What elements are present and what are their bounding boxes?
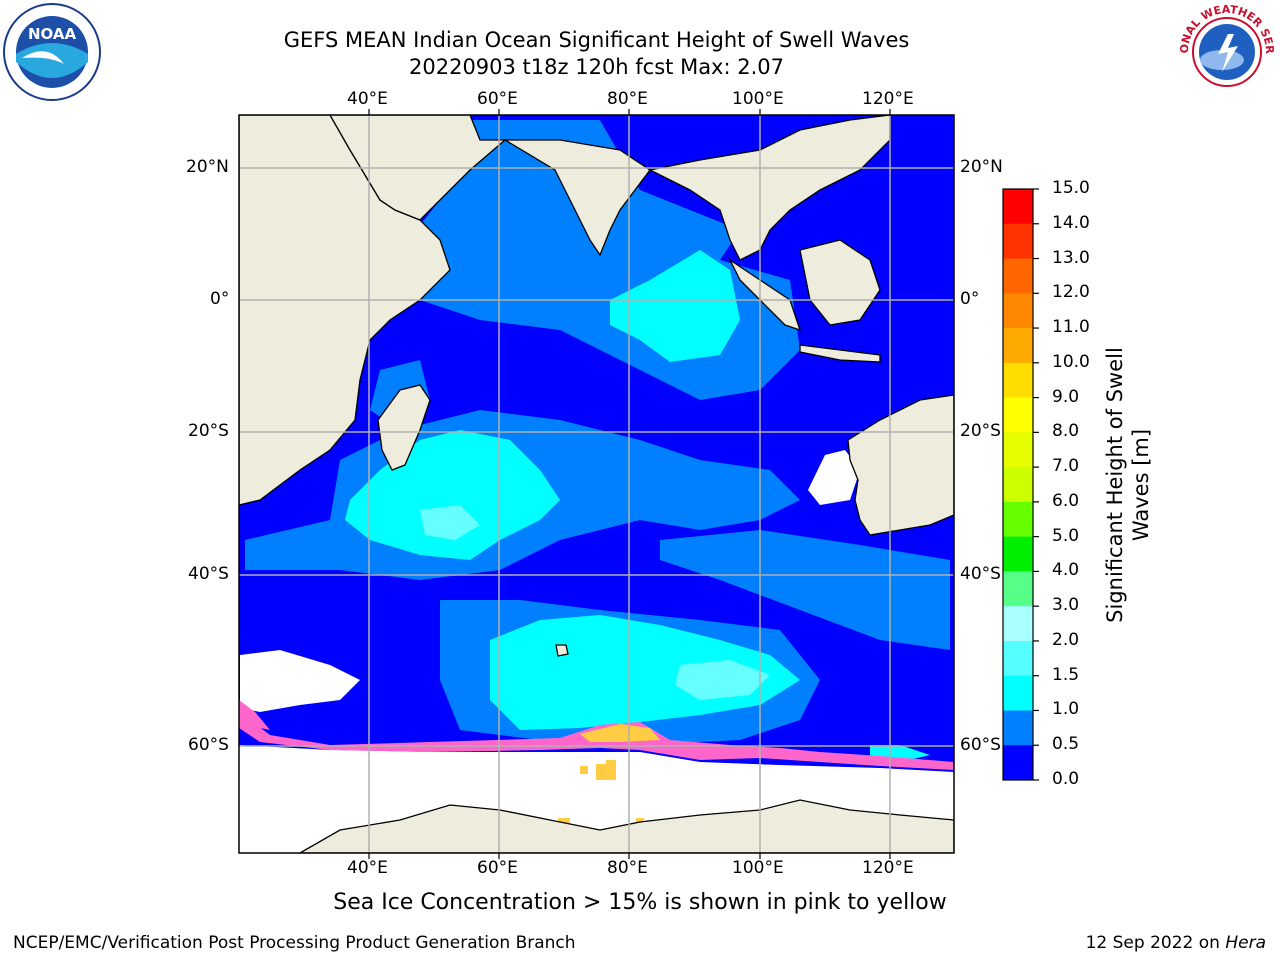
lat-label-left-40s: 40°S [188,564,229,584]
colorbar-tick-label: 13.0 [1052,247,1090,268]
noaa-logo-text: NOAA [28,25,77,43]
java [799,344,881,363]
lon-label-top-100: 100°E [732,89,784,109]
lon-label-top-120: 120°E [862,89,914,109]
se-asia [648,115,891,261]
colorbar-swatch [1003,293,1033,329]
missing-data [240,450,860,712]
colorbar-swatch [1003,745,1033,781]
colorbar-swatch [1003,258,1033,294]
antarctica [298,799,954,853]
colorbar-swatch [1003,571,1033,607]
colorbar-swatch [1003,467,1033,503]
lat-label-left-60s: 60°S [188,735,229,755]
colorbar-tick-label: 15.0 [1052,178,1090,198]
nws-logo: NATIONAL WEATHER SERVICE [1171,0,1278,102]
colorbar-tick-label: 1.5 [1052,664,1080,685]
colorbar-tick-label: 12.0 [1052,282,1090,303]
colorbar-title: Significant Height of Swell Waves [m] [1103,347,1153,623]
lon-label-bottom-60: 60°E [477,858,518,878]
date-text: 12 Sep 2022 on [1085,933,1220,953]
sea-ice-band [239,700,954,770]
colorbar-swatch [1003,362,1033,399]
colorbar-tick-label: 3.0 [1052,595,1080,616]
colorbar [1003,188,1039,781]
colorbar-tick-label: 0.0 [1052,769,1080,789]
swell-cyan-light [420,505,770,700]
colorbar-tick-label: 1.0 [1052,699,1080,720]
credit-line: NCEP/EMC/Verification Post Processing Pr… [13,933,576,953]
lat-label-right-60s: 60°S [960,735,1001,755]
noaa-logo: NOAA [2,2,102,102]
lon-label-bottom-120: 120°E [862,858,914,878]
lat-label-right-40s: 40°S [960,564,1001,584]
lat-label-right-20n: 20°N [960,157,1003,177]
date-line: 12 Sep 2022 on Hera [1086,933,1266,953]
borneo [799,239,881,326]
lat-label-left-0: 0° [210,289,230,309]
lon-label-bottom-40: 40°E [347,858,388,878]
colorbar-swatch [1003,223,1033,260]
lon-label-bottom-80: 80°E [607,858,648,878]
colorbar-swatch [1003,606,1033,642]
colorbar-tick-label: 6.0 [1052,490,1080,511]
colorbar-tick-label: 0.5 [1052,734,1080,755]
lat-label-right-0: 0° [960,289,980,309]
lon-label-top-80: 80°E [607,89,648,109]
map-ticks [368,109,891,859]
lat-label-right-20s: 20°S [960,421,1001,441]
colorbar-tick-label: 4.0 [1052,560,1080,581]
lat-label-left-20s: 20°S [188,421,229,441]
colorbar-frame [1002,188,1034,781]
colorbar-swatch [1003,432,1033,468]
sea-ice-note: Sea Ice Concentration > 15% is shown in … [333,890,947,915]
colorbar-swatch [1003,328,1033,364]
colorbar-swatch [1003,189,1033,225]
chart-title: GEFS MEAN Indian Ocean Significant Heigh… [283,28,910,52]
map-frame [238,114,955,854]
colorbar-tick-label: 11.0 [1052,317,1090,338]
kerguelen [555,644,569,657]
machine-name: Hera [1225,933,1266,953]
colorbar-tick-label: 2.0 [1052,629,1080,650]
lat-label-left-20n: 20°N [186,157,229,177]
colorbar-swatch [1003,397,1033,433]
chart-subtitle: 20220903 t18z 120h fcst Max: 2.07 [409,55,784,79]
lon-label-top-60: 60°E [477,89,518,109]
colorbar-tick-label: 14.0 [1052,212,1090,233]
map-gridlines [239,115,954,853]
colorbar-tick-label: 5.0 [1052,525,1080,546]
lon-label-top-40: 40°E [347,89,388,109]
colorbar-swatch [1003,501,1033,538]
colorbar-tick-label: 9.0 [1052,386,1080,407]
land [239,115,954,853]
colorbar-tick-label: 10.0 [1052,351,1090,372]
colorbar-swatch [1003,675,1033,711]
sumatra [728,258,802,332]
colorbar-tick-label: 8.0 [1052,421,1080,442]
colorbar-tick-label: 7.0 [1052,456,1080,477]
madagascar [377,384,431,471]
colorbar-swatch [1003,640,1033,677]
australia [847,394,954,536]
lon-label-bottom-100: 100°E [732,858,784,878]
colorbar-swatch [1003,536,1033,572]
map-panel [239,115,954,853]
colorbar-swatch [1003,710,1033,746]
